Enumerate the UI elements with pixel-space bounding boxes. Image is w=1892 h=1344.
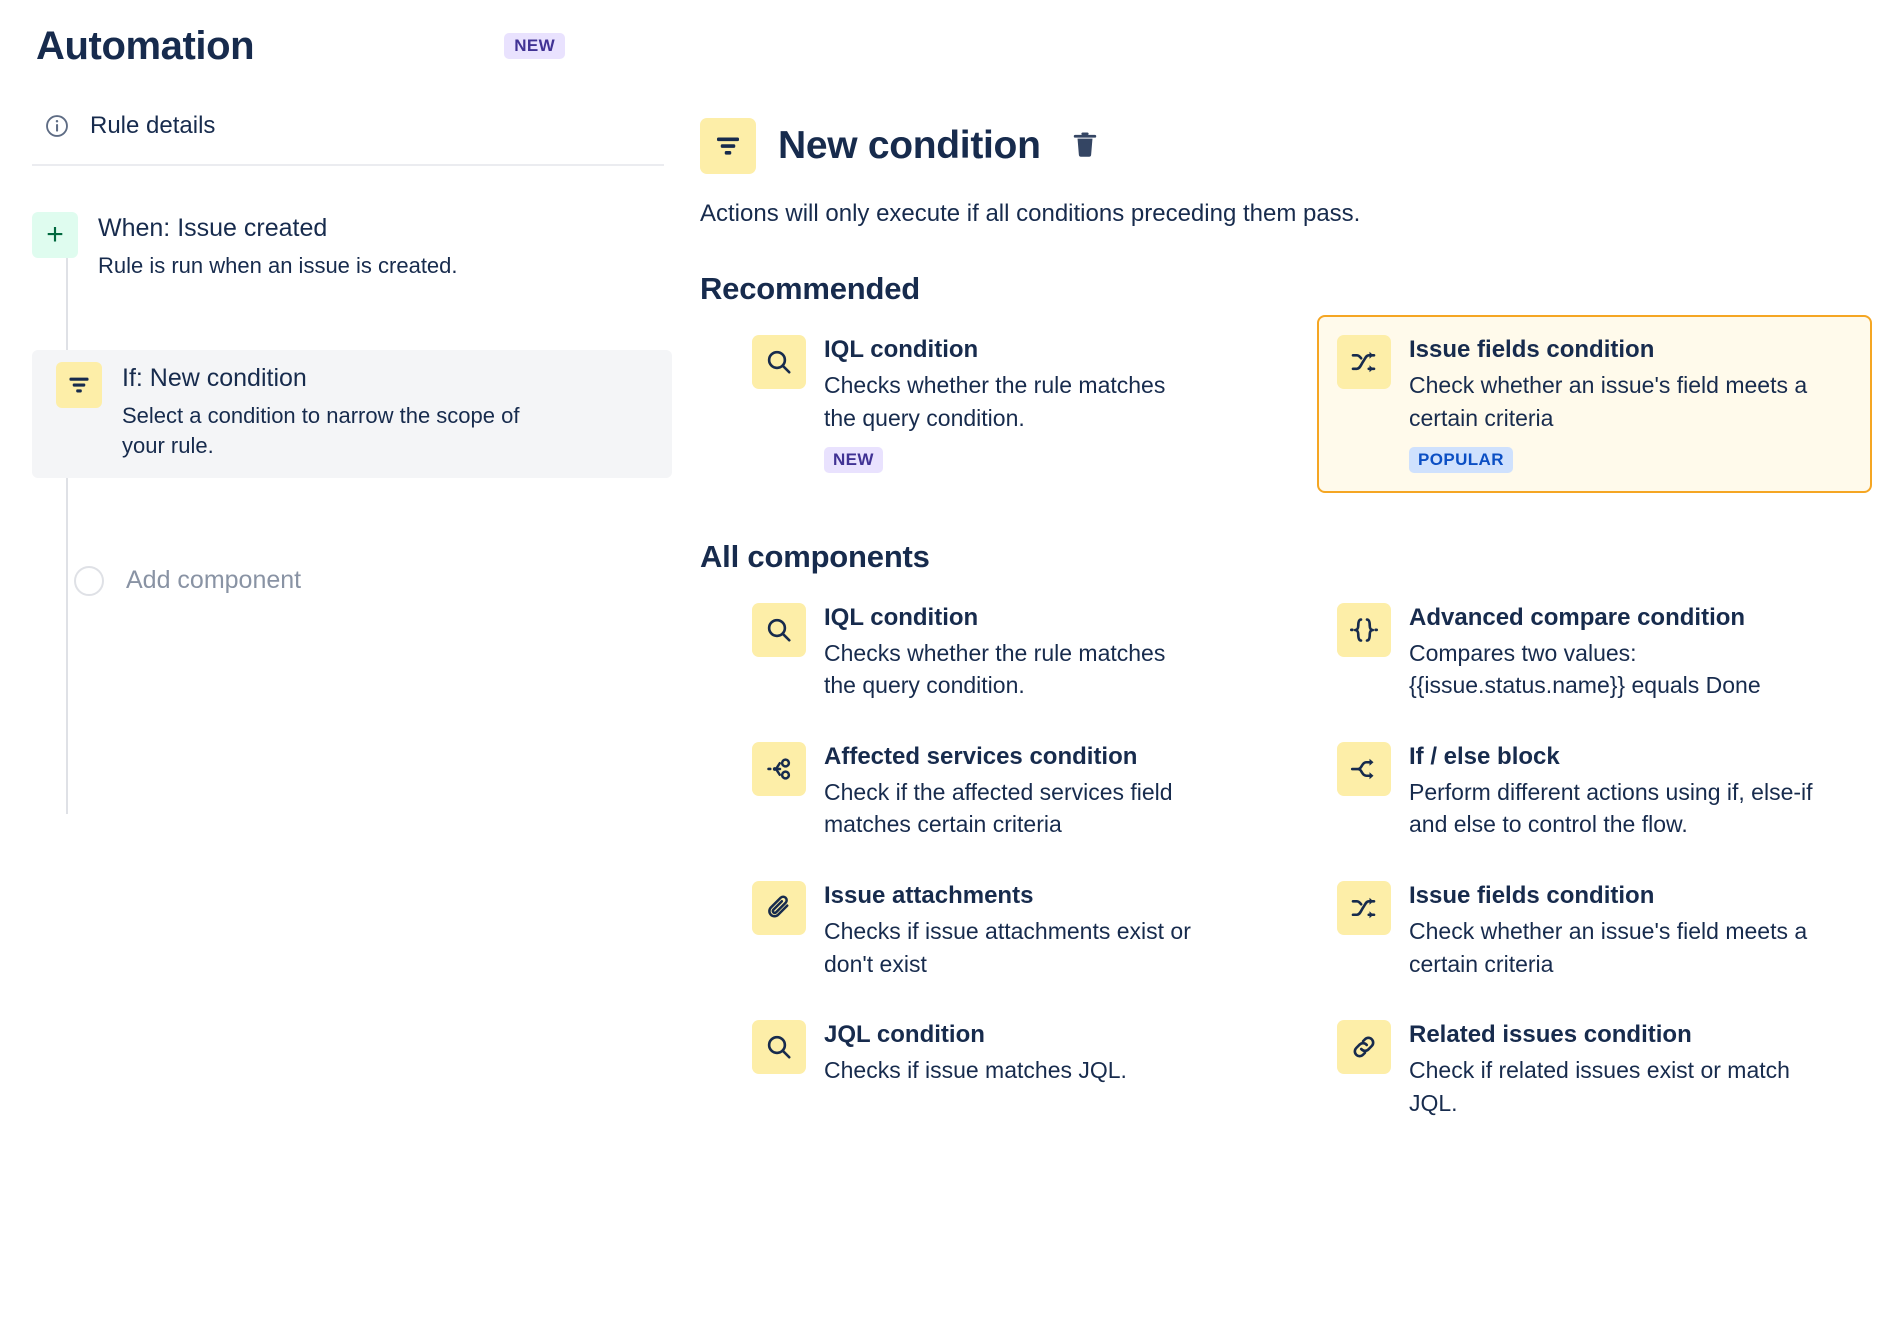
circle-outline-icon — [74, 565, 104, 596]
component-card-desc: Checks if issue matches JQL. — [824, 1057, 1127, 1084]
component-card[interactable]: If / else block Perform different actions… — [1317, 722, 1872, 861]
all-components-heading: All components — [700, 538, 930, 574]
search-icon — [752, 602, 806, 657]
chain-item-body: When: Issue created Rule is run when an … — [98, 212, 458, 282]
component-card-title: Issue fields condition — [1409, 336, 1655, 364]
search-icon — [752, 1020, 806, 1075]
component-card-body: Related issues condition Check if related… — [1409, 1020, 1829, 1119]
chain-item-condition[interactable]: If: New condition Select a condition to … — [32, 349, 672, 478]
rule-chain: + When: Issue created Rule is run when a… — [0, 200, 700, 814]
component-card-desc: Compares two values: {{issue.status.name… — [1409, 639, 1761, 699]
chain-item-desc: Select a condition to narrow the scope o… — [122, 402, 520, 459]
panel-header: New condition — [700, 118, 1872, 174]
component-card-desc: Check if the affected services field mat… — [824, 778, 1173, 838]
component-card-body: If / else block Perform different actions… — [1409, 742, 1829, 841]
component-card[interactable]: JQL condition Checks if issue matches JQL… — [732, 1000, 1222, 1107]
component-card[interactable]: Advanced compare condition Compares two v… — [1317, 583, 1872, 722]
component-card-body: Issue fields condition Check whether an i… — [1409, 881, 1829, 980]
header-new-badge: NEW — [504, 33, 566, 59]
component-card[interactable]: Affected services condition Check if the … — [732, 722, 1222, 861]
component-card[interactable]: Related issues condition Check if related… — [1317, 1000, 1872, 1139]
component-card[interactable]: IQL condition Checks whether the rule mat… — [732, 583, 1222, 722]
component-card-body: IQL condition Checks whether the rule mat… — [824, 335, 1202, 473]
sidebar-item-rule-details[interactable]: Rule details — [0, 70, 700, 140]
trash-icon — [1069, 129, 1101, 164]
component-card-title: Issue fields condition — [1409, 882, 1655, 910]
component-card-body: Issue attachments Checks if issue attachm… — [824, 881, 1202, 980]
component-card[interactable]: Issue attachments Checks if issue attachm… — [732, 861, 1222, 1000]
component-card-title: If / else block — [1409, 742, 1560, 770]
chain-item-body: If: New condition Select a condition to … — [122, 362, 552, 462]
shuffle-icon — [1337, 335, 1391, 390]
chain-connector-line — [66, 234, 68, 814]
chain-item-title: When: Issue created — [98, 214, 328, 242]
add-component-button[interactable]: Add component — [32, 565, 700, 596]
component-card-title: IQL condition — [824, 603, 979, 631]
plus-icon: + — [32, 212, 78, 258]
sidebar-divider — [32, 164, 664, 166]
panel-title: New condition — [778, 123, 1041, 167]
search-icon — [752, 335, 806, 390]
component-card-desc: Check if related issues exist or match J… — [1409, 1057, 1790, 1117]
condition-picker-panel: New condition Actions will only execute … — [700, 0, 1892, 1344]
component-card-title: Advanced compare condition — [1409, 603, 1746, 631]
paperclip-icon — [752, 881, 806, 936]
component-card-body: JQL condition Checks if issue matches JQL… — [824, 1020, 1127, 1087]
component-card-title: IQL condition — [824, 336, 979, 364]
component-card-title: JQL condition — [824, 1021, 985, 1049]
component-card-title: Affected services condition — [824, 742, 1138, 770]
component-card[interactable]: Issue fields condition Check whether an i… — [1317, 315, 1872, 493]
component-card-body: Advanced compare condition Compares two v… — [1409, 603, 1829, 702]
component-card-desc: Perform different actions using if, else… — [1409, 778, 1813, 838]
chain-item-title: If: New condition — [122, 363, 307, 392]
component-card-body: Affected services condition Check if the … — [824, 742, 1202, 841]
component-card-badge: NEW — [824, 446, 883, 473]
page-header: Automation NEW — [0, 0, 700, 70]
component-card-title: Issue attachments — [824, 882, 1034, 910]
filter-icon — [56, 361, 102, 408]
recommended-card-grid: IQL condition Checks whether the rule mat… — [700, 315, 1872, 493]
component-card[interactable]: Issue fields condition Check whether an i… — [1317, 861, 1872, 1000]
component-card-badge: POPULAR — [1409, 446, 1513, 473]
recommended-heading: Recommended — [700, 271, 921, 307]
affected-services-icon — [752, 741, 806, 796]
rule-details-label: Rule details — [90, 112, 216, 139]
page-title: Automation — [36, 24, 255, 68]
chain-item-desc: Rule is run when an issue is created. — [98, 253, 458, 279]
add-component-label: Add component — [126, 566, 302, 595]
all-components-card-grid: IQL condition Checks whether the rule mat… — [700, 583, 1872, 1140]
link-icon — [1337, 1020, 1391, 1075]
info-icon — [44, 113, 70, 139]
delete-condition-button[interactable] — [1063, 129, 1101, 164]
component-card[interactable]: IQL condition Checks whether the rule mat… — [732, 315, 1222, 492]
chain-item-trigger[interactable]: + When: Issue created Rule is run when a… — [32, 200, 700, 298]
component-card-body: IQL condition Checks whether the rule mat… — [824, 603, 1202, 702]
component-card-desc: Check whether an issue's field meets a c… — [1409, 918, 1808, 977]
component-card-desc: Checks whether the rule matches the quer… — [824, 639, 1166, 699]
shuffle-icon — [1337, 881, 1391, 936]
component-card-body: Issue fields condition Check whether an i… — [1409, 335, 1829, 473]
rule-sidebar: Automation NEW Rule details + — [0, 0, 700, 1344]
filter-icon — [700, 118, 756, 174]
curly-braces-icon — [1337, 602, 1391, 657]
branch-icon — [1337, 741, 1391, 796]
component-card-desc: Checks whether the rule matches the quer… — [824, 372, 1166, 431]
component-card-desc: Check whether an issue's field meets a c… — [1409, 372, 1808, 431]
plus-glyph: + — [46, 218, 64, 251]
panel-subtitle: Actions will only execute if all conditi… — [700, 200, 1361, 227]
component-card-title: Related issues condition — [1409, 1021, 1692, 1049]
component-card-desc: Checks if issue attachments exist or don… — [824, 918, 1191, 977]
